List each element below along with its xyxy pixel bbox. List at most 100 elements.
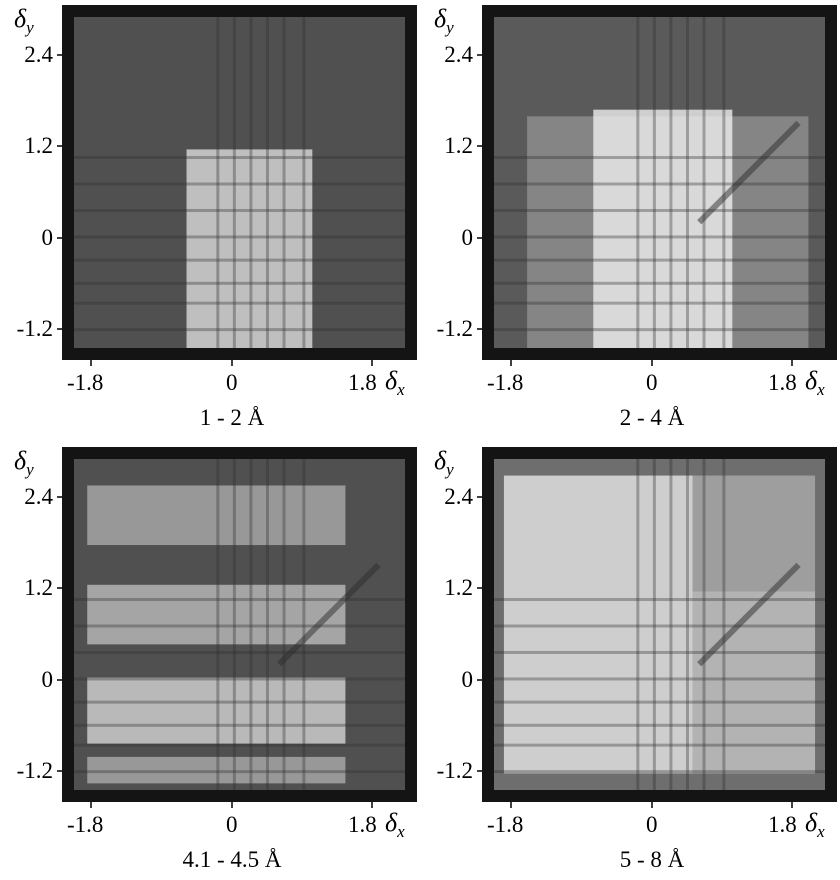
vertical-stripe [282,459,286,790]
heatmap-panel-2: 2.4 1.2 0 -1.2 -1.8 0 1.8 δy δx 2 - 4 Å [420,0,840,438]
intensity-region [87,485,346,546]
horizontal-stripe [494,770,825,774]
y-tick-label: 0 [461,667,474,692]
vertical-stripe [669,459,673,790]
horizontal-stripe [494,301,825,305]
heatmap-panel-1: 2.4 1.2 0 -1.2 -1.8 0 1.8 δy δx 1 - 2 Å [0,0,420,438]
horizontal-stripe [74,156,405,160]
y-tick-label: 2.4 [444,484,473,509]
horizontal-stripe [74,723,405,727]
x-axis-symbol-text: δ [805,808,818,837]
horizontal-stripe [494,624,825,628]
intensity-region [87,677,346,744]
horizontal-stripe [74,235,405,239]
y-axis-symbol: δy [14,4,34,37]
vertical-stripe [702,17,706,348]
horizontal-stripe [74,182,405,186]
intensity-region [503,475,693,774]
y-axis-symbol: δy [14,446,34,479]
y-tick-label: 1.2 [24,575,53,600]
horizontal-stripe [74,624,405,628]
intensity-region [593,109,733,349]
heatmap-image [57,5,417,366]
vertical-stripe [249,459,253,790]
vertical-stripe [249,17,253,348]
y-tick-label: 1.2 [444,575,473,600]
heatmap-image [477,5,837,366]
panel-caption: 4.1 - 4.5 Å [182,847,282,872]
horizontal-stripe [494,208,825,212]
horizontal-stripe [494,281,825,285]
horizontal-stripe [74,208,405,212]
heatmap-panel-3: 2.4 1.2 0 -1.2 -1.8 0 1.8 δy δx 4.1 - 4.5 Å [0,442,420,880]
heatmap-panel-4: 2.4 1.2 0 -1.2 -1.8 0 1.8 δy δx 5 - 8 Å [420,442,840,880]
x-axis-subscript: x [817,380,825,399]
vertical-stripe [302,459,306,790]
x-tick-label: 0 [226,370,238,395]
vertical-stripe [702,459,706,790]
y-tick-label: 2.4 [444,42,473,67]
vertical-stripe [652,459,656,790]
x-axis-symbol: δx [805,366,825,399]
x-tick-label: -1.8 [487,370,524,395]
x-axis-subscript: x [397,822,405,841]
x-axis-symbol: δx [385,808,405,841]
x-tick-label: 0 [226,812,238,837]
x-tick-label: -1.8 [487,812,524,837]
x-axis-symbol: δx [385,368,405,399]
x-tick-label: 1.8 [768,370,797,395]
horizontal-stripe [494,677,825,681]
y-tick-label: 2.4 [24,42,53,67]
y-axis-subscript: y [26,18,34,37]
panel-caption: 5 - 8 Å [619,847,685,872]
vertical-stripe [669,17,673,348]
horizontal-stripe [74,677,405,681]
y-axis-subscript: y [26,460,34,479]
horizontal-stripe [494,258,825,262]
y-axis-symbol: δy [434,6,454,37]
vertical-stripe [302,17,306,348]
x-tick-label: 0 [646,370,658,395]
intensity-region [692,591,816,774]
y-axis-subscript: y [446,460,454,479]
y-axis-subscript: y [446,18,454,37]
horizontal-stripe [74,301,405,305]
vertical-stripe [652,17,656,348]
horizontal-stripe [494,743,825,747]
y-axis-symbol-text: δ [434,446,447,475]
y-tick-label: 0 [41,225,54,250]
vertical-stripe [722,17,726,348]
y-tick-label: -1.2 [16,758,53,783]
vertical-stripe [265,17,269,348]
vertical-stripe [282,17,286,348]
y-tick-label: 2.4 [24,484,53,509]
y-tick-label: -1.2 [436,316,473,341]
horizontal-stripe [74,328,405,332]
intensity-region [87,584,346,645]
y-axis-symbol-text: δ [14,4,27,33]
intensity-region [186,149,313,348]
horizontal-stripe [494,156,825,160]
x-axis-subscript: x [817,822,825,841]
x-tick-label: 1.8 [768,812,797,837]
panel-caption: 1 - 2 Å [199,405,265,430]
diagonal-streak [697,120,801,225]
vertical-stripe [685,17,689,348]
vertical-stripe [232,459,236,790]
vertical-stripe [216,17,220,348]
y-axis-symbol-text: δ [14,446,27,475]
horizontal-stripe [494,723,825,727]
x-axis-symbol-text: δ [385,808,398,837]
vertical-stripe [265,459,269,790]
heatmap-image [57,447,417,808]
horizontal-stripe [74,281,405,285]
diagonal-streak [697,562,801,667]
horizontal-stripe [74,770,405,774]
x-tick-label: 1.8 [348,370,377,395]
panel-caption: 2 - 4 Å [619,405,685,430]
x-tick-label: -1.8 [67,812,104,837]
y-tick-label: 0 [41,667,54,692]
x-axis-symbol-text: δ [805,366,818,395]
horizontal-stripe [494,598,825,602]
x-tick-label: 1.8 [348,812,377,837]
